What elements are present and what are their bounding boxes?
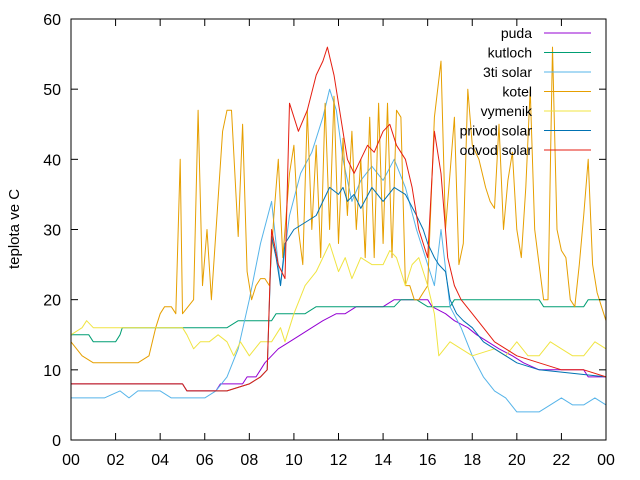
x-tick-label: 00 [62,452,80,469]
legend-label: 3ti solar [483,64,532,80]
y-tick-label: 60 [43,12,61,29]
y-tick-label: 0 [52,433,61,450]
series-line-kutloch [71,299,606,343]
x-tick-label: 08 [240,452,258,469]
x-tick-label: 06 [196,452,214,469]
legend-label: odvod solar [460,142,533,158]
y-tick-label: 10 [43,363,61,380]
x-tick-label: 02 [107,452,125,469]
y-axis-label: teplota ve C [6,189,23,269]
y-tick-label: 30 [43,223,61,240]
legend-label: vymenik [481,103,533,119]
legend-label: kutloch [488,45,532,61]
y-tick-label: 20 [43,293,61,310]
series-line-odvod-solar [71,46,607,392]
y-tick-label: 40 [43,152,61,169]
x-tick-label: 10 [285,452,303,469]
x-tick-label: 18 [463,452,481,469]
y-tick-label: 50 [43,82,61,99]
legend-label: privod solar [460,123,533,139]
x-tick-label: 04 [151,452,169,469]
x-tick-label: 12 [330,452,348,469]
x-tick-label: 16 [419,452,437,469]
legend-label: puda [501,25,532,41]
legend-label: kotel [502,84,532,100]
x-tick-label: 22 [553,452,571,469]
x-tick-label: 00 [597,452,615,469]
series-layer [70,46,607,413]
series-line-3ti-solar [71,88,607,413]
legend: puda kutloch 3ti solar kotel vymenik privod s… [460,25,591,158]
x-tick-label: 14 [374,452,392,469]
x-tick-label: 20 [508,452,526,469]
